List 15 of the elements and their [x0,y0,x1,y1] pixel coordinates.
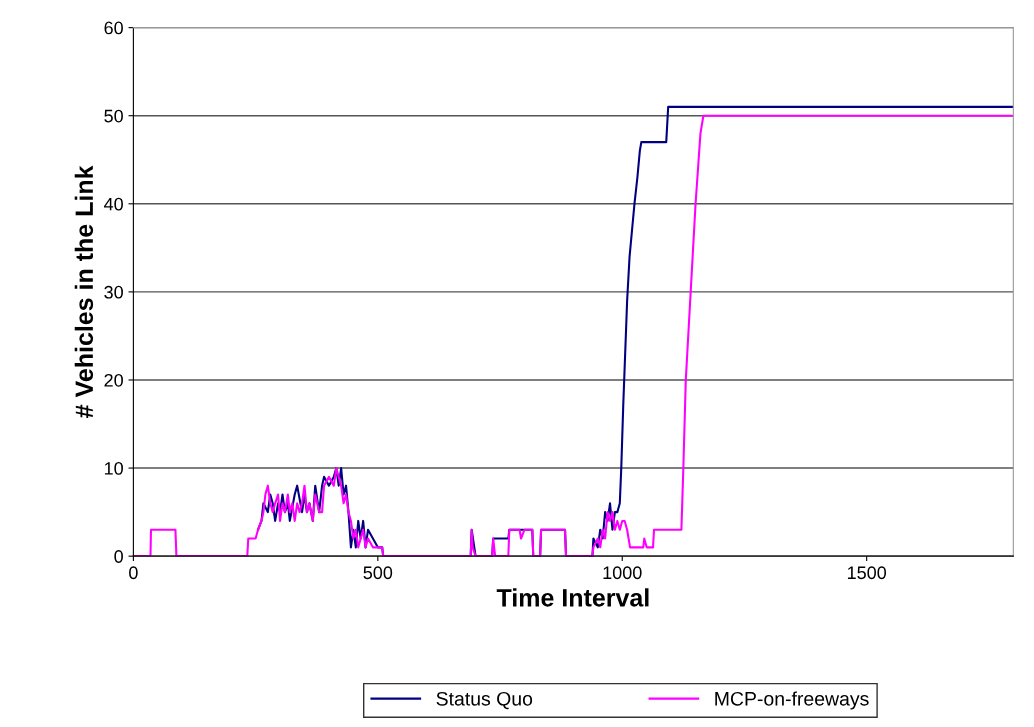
x-tick-label: 1500 [847,566,887,580]
x-tick-label: 1000 [603,566,642,580]
x-tick-label: 500 [363,566,393,580]
y-tick-label: 10 [104,462,123,475]
y-tick-label: 40 [104,197,123,211]
x-axis-title: Time Interval [496,588,649,607]
y-tick-label: 0 [114,550,123,563]
legend-label: MCP-on-freeways [715,691,869,710]
x-tick-label: 0 [129,566,138,580]
y-axis-title: # Vehicles in the Link [74,165,94,418]
y-tick-label: 50 [104,109,123,123]
y-tick-label: 60 [104,21,123,35]
y-tick-label: 30 [104,285,123,299]
y-tick-label: 20 [104,373,123,387]
legend-label: Status Quo [436,691,533,710]
